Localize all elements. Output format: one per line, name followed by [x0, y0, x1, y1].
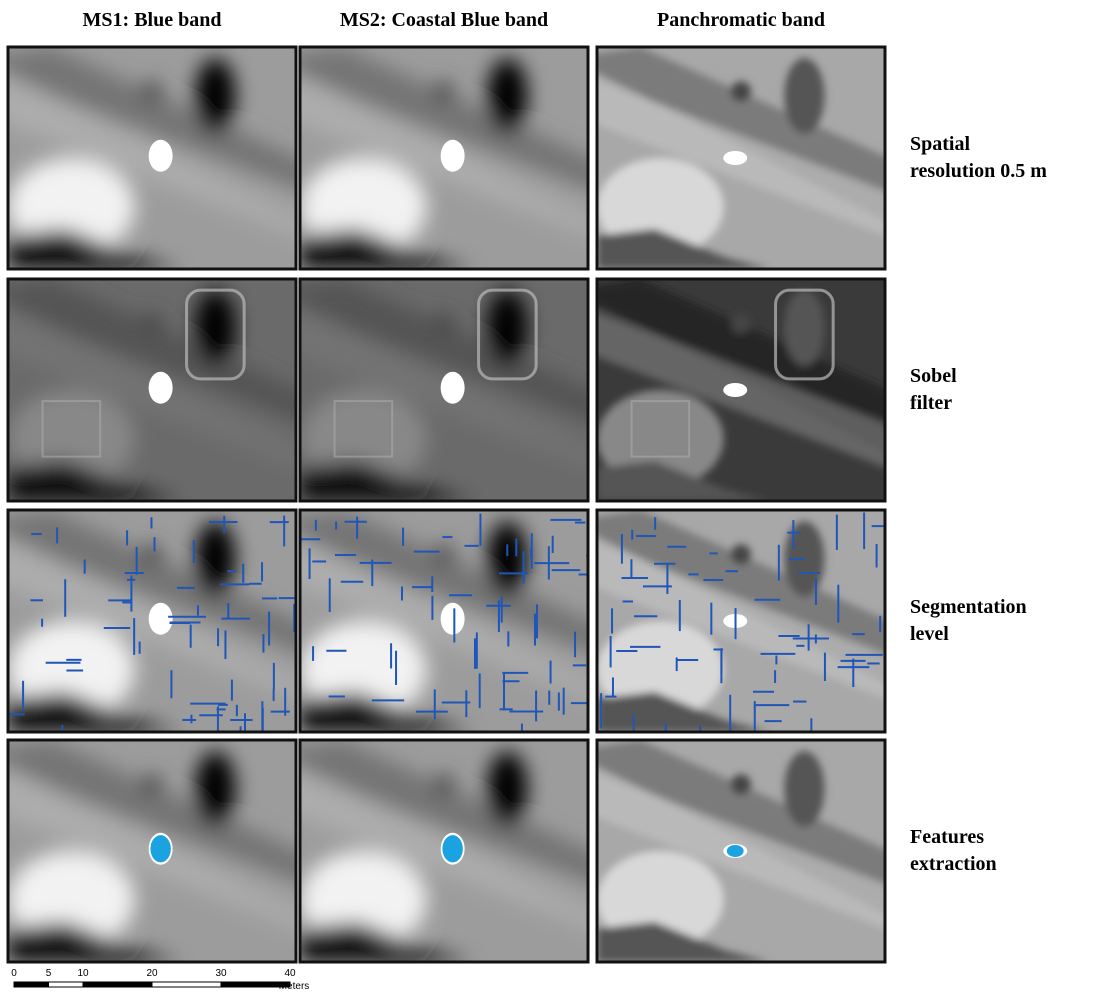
image-panel: [0, 47, 325, 269]
extracted-feature: [727, 845, 744, 857]
small-spot: [434, 81, 454, 101]
small-spot: [731, 774, 751, 794]
image-panel: [568, 279, 914, 501]
white-target: [149, 603, 173, 635]
image-panel: [0, 510, 325, 750]
extracted-feature: [150, 835, 170, 862]
small-spot: [142, 544, 162, 564]
white-target: [723, 151, 747, 165]
scale-label: 10: [77, 968, 89, 979]
small-spot: [142, 313, 162, 333]
image-panel: [568, 47, 914, 269]
column-header: MS2: Coastal Blue band: [340, 9, 548, 31]
image-panel: [568, 510, 914, 759]
dark-blob: [784, 751, 824, 826]
row-label: Segmentation: [910, 596, 1027, 618]
dark-blob: [487, 521, 527, 596]
small-spot: [142, 774, 162, 794]
white-target: [441, 603, 465, 635]
small-spot: [434, 544, 454, 564]
small-spot: [731, 81, 751, 101]
column-header: Panchromatic band: [657, 9, 825, 31]
dark-blob: [487, 290, 527, 365]
dark-blob: [195, 751, 235, 826]
small-spot: [142, 81, 162, 101]
image-panel: [271, 740, 617, 962]
dark-blob: [784, 58, 824, 133]
row-label: resolution 0.5 m: [910, 160, 1047, 182]
scale-label: 20: [146, 968, 158, 979]
scale-label: 30: [215, 968, 227, 979]
dark-blob: [784, 290, 824, 365]
image-panel: [568, 740, 914, 962]
scale-segment: [83, 982, 152, 987]
scale-label: 5: [46, 968, 52, 979]
white-target: [723, 383, 747, 397]
scale-label: 40: [284, 968, 296, 979]
row-label: Spatial: [910, 133, 970, 155]
white-target: [149, 372, 173, 404]
row-label: extraction: [910, 853, 997, 875]
page: MS1: Blue band MS2: Coastal Blue band Panc…: [0, 0, 1103, 996]
image-panel: [271, 279, 617, 501]
dark-blob: [195, 58, 235, 133]
column-header: MS1: Blue band: [83, 9, 222, 31]
small-spot: [434, 774, 454, 794]
row-label: level: [910, 623, 949, 645]
scale-segment: [14, 982, 49, 987]
white-target: [441, 372, 465, 404]
dark-blob: [487, 58, 527, 133]
row-label: Features: [910, 826, 984, 848]
extracted-feature: [442, 835, 462, 862]
image-panel: [0, 279, 325, 501]
dark-blob: [195, 290, 235, 365]
small-spot: [434, 313, 454, 333]
row-label: Sobel: [910, 365, 957, 387]
scale-unit: Meters: [279, 981, 310, 992]
image-panel: [271, 47, 617, 269]
small-spot: [731, 313, 751, 333]
scale-label: 0: [11, 968, 17, 979]
figure: MS1: Blue band MS2: Coastal Blue band Panc…: [0, 0, 1103, 996]
image-panel: [0, 740, 325, 962]
scale-segment: [152, 982, 221, 987]
white-target: [441, 140, 465, 172]
row-label: filter: [910, 392, 952, 414]
small-spot: [731, 544, 751, 564]
image-panel: [271, 510, 617, 753]
dark-blob: [487, 751, 527, 826]
scale-segment: [49, 982, 84, 987]
white-target: [149, 140, 173, 172]
